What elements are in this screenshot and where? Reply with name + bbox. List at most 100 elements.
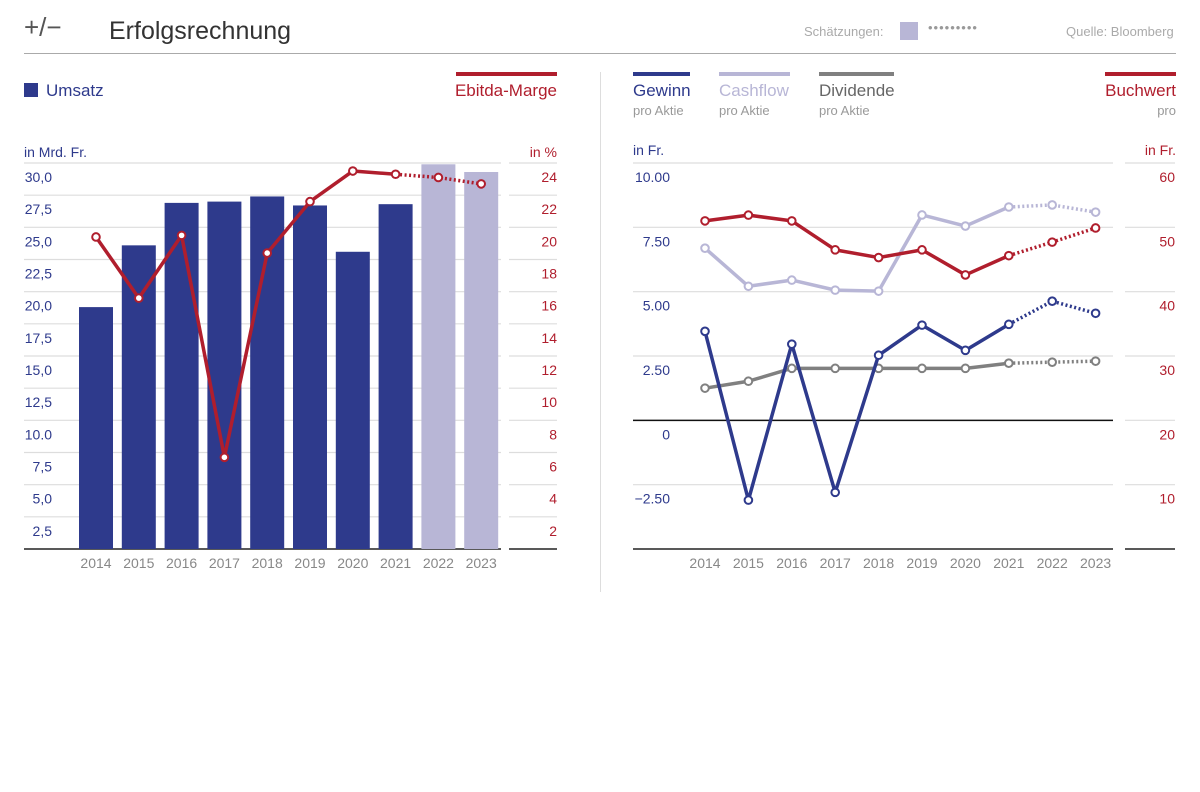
buchwert-point [1090, 223, 1101, 233]
legend-gewinn-sub: pro Aktie [633, 103, 684, 118]
x-tick-label: 2016 [166, 555, 197, 571]
y-tick-label: 30,0 [25, 169, 52, 185]
y-tick-label: 7.50 [643, 233, 670, 249]
legend-ebitda: Ebitda-Marge [454, 81, 557, 100]
dividende-point [960, 363, 971, 374]
y2-tick-label: 20 [1159, 426, 1175, 442]
legend-umsatz: Umsatz [46, 81, 104, 100]
gewinn-line [703, 322, 1010, 502]
y2-tick-label: 22 [541, 201, 557, 217]
x-tick-label: 2017 [209, 555, 240, 571]
y-tick-label: 20,0 [25, 298, 52, 314]
bar-umsatz-2019 [293, 205, 327, 549]
dividende-point [787, 363, 797, 374]
y-tick-label: 2,5 [33, 523, 53, 539]
bar-umsatz-2022 [421, 164, 456, 549]
bar-umsatz-2014 [79, 307, 113, 549]
cashflow-point [873, 286, 884, 296]
gewinn-point [1090, 308, 1101, 319]
chart-divider [600, 72, 601, 592]
y2-tick-label: 40 [1159, 298, 1175, 314]
legend-buchwert: Buchwert [1105, 81, 1176, 100]
x-tick-label: 2023 [466, 555, 497, 571]
gewinn-point [917, 320, 927, 330]
y2-tick-label: 30 [1159, 362, 1175, 378]
gewinn-point [700, 326, 710, 337]
gewinn-point [960, 345, 971, 356]
x-tick-label: 2015 [733, 555, 764, 571]
gewinn-point [873, 350, 884, 361]
ebitda-line [94, 169, 396, 460]
umsatz-swatch [24, 83, 38, 97]
buchwert-point [700, 216, 710, 226]
dividende-point [700, 383, 710, 393]
y2-tick-label: 2 [549, 523, 557, 539]
cashflow-point [960, 221, 971, 231]
y-tick-label: 12,5 [25, 394, 52, 410]
bar-umsatz-2021 [378, 204, 413, 549]
cashflow-point [830, 285, 841, 295]
y2-tick-label: 18 [541, 266, 557, 282]
y-tick-label: 5,0 [33, 491, 53, 507]
legend-cashflow: Cashflow [719, 81, 789, 100]
cashflow-point [700, 243, 710, 253]
bar-umsatz-2016 [164, 202, 199, 550]
cashflow-point [1047, 200, 1057, 210]
buchwert-point [1047, 237, 1057, 247]
cashflow-point [787, 275, 797, 285]
x-tick-label: 2021 [380, 555, 411, 571]
dividende-point [1047, 357, 1057, 367]
legend-buchwert-sub: pro [1157, 103, 1176, 118]
cashflow-swatch [719, 72, 790, 76]
bar-umsatz-2023 [464, 172, 499, 550]
buchwert-point [787, 216, 797, 226]
estimate-line-swatch: ••••••••• [928, 20, 978, 35]
bar-umsatz-2017 [207, 201, 242, 549]
y-tick-label: 2.50 [643, 362, 670, 378]
y2-tick-label: 60 [1159, 169, 1175, 185]
x-tick-label: 2019 [906, 555, 937, 571]
ebitda-point [305, 196, 315, 207]
ebitda-point [433, 172, 444, 183]
legend-cashflow-sub: pro Aktie [719, 103, 770, 118]
cashflow-point [1004, 202, 1014, 212]
dividende-line [704, 361, 1010, 390]
y-tick-label: 27,5 [25, 201, 52, 217]
buchwert-point [743, 210, 754, 220]
x-tick-label: 2023 [1080, 555, 1111, 571]
gewinn-point [743, 495, 754, 505]
y2-tick-label: 12 [541, 362, 557, 378]
ebitda-point [476, 179, 487, 189]
buchwert-point [917, 245, 927, 255]
gewinn-point [830, 487, 841, 498]
dividende-point [1090, 356, 1101, 366]
right-axis-unit-2: in Fr. [1144, 142, 1176, 158]
y-tick-label: 10.00 [635, 169, 670, 185]
x-tick-label: 2020 [337, 555, 368, 571]
y-tick-label: 0 [662, 426, 670, 442]
ebitda-point [219, 452, 230, 463]
cashflow-point [917, 210, 927, 220]
buchwert-point [960, 270, 971, 280]
y2-tick-label: 16 [541, 298, 557, 314]
y2-tick-label: 10 [541, 394, 557, 410]
left-axis-unit-2: in Fr. [633, 142, 665, 158]
header-divider [24, 53, 1176, 54]
ebitda-estimate-line [395, 172, 482, 186]
cashflow-line [703, 205, 1010, 293]
dividende-point [917, 363, 927, 374]
legend-gewinn: Gewinn [633, 81, 691, 100]
x-tick-label: 2018 [863, 555, 894, 571]
y-tick-label: 7,5 [33, 459, 53, 475]
legend-dividende: Dividende [819, 81, 895, 100]
dividende-point [743, 376, 754, 387]
dividende-estimate-line [1008, 359, 1096, 365]
ebitda-point [348, 166, 358, 176]
y2-tick-label: 6 [549, 459, 557, 475]
dividende-swatch [819, 72, 894, 76]
ebitda-point [390, 169, 401, 180]
gewinn-point [787, 339, 797, 349]
ebitda-point [91, 232, 101, 242]
x-tick-label: 2022 [423, 555, 454, 571]
y2-tick-label: 20 [541, 233, 557, 249]
